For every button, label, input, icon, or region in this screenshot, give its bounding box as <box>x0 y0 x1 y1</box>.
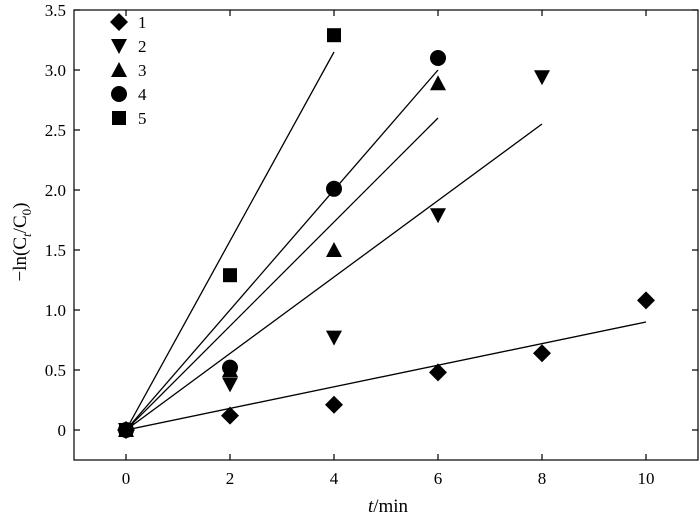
x-axis-title-var: t <box>368 496 374 517</box>
point-series-2 <box>326 330 342 346</box>
point-series-1 <box>533 344 551 363</box>
point-series-1 <box>637 291 655 310</box>
point-series-5 <box>327 28 341 43</box>
fit-line-series-3 <box>125 117 439 431</box>
legend-marker-1 <box>110 13 128 31</box>
y-axis-title-sub-0: 0 <box>19 209 34 216</box>
point-series-4 <box>430 50 446 66</box>
y-axis-title: −ln(Ct/C0) <box>10 203 34 282</box>
x-axis-title: t/min <box>368 496 409 517</box>
y-tick-label: 2.0 <box>45 181 66 200</box>
legend-marker-2 <box>111 39 127 54</box>
fit-lines <box>125 51 647 431</box>
data-points <box>117 28 655 439</box>
y-tick-label: 3.0 <box>45 61 66 80</box>
fit-line-series-1 <box>125 321 647 431</box>
point-series-4 <box>222 359 238 376</box>
point-series-3 <box>326 242 342 257</box>
y-axis-title-a: −ln(C <box>10 237 31 282</box>
fit-line-series-5 <box>125 51 335 431</box>
y-tick-label: 1.5 <box>45 241 66 260</box>
x-tick-label: 4 <box>330 469 339 488</box>
y-tick-label: 1.0 <box>45 301 66 320</box>
point-series-5 <box>223 268 237 283</box>
point-series-3 <box>430 75 446 91</box>
x-tick-label: 2 <box>226 469 235 488</box>
x-tick-label: 0 <box>122 469 131 488</box>
x-tick-label: 10 <box>638 469 655 488</box>
legend: 1 2 3 4 5 <box>110 13 147 128</box>
point-series-2 <box>534 70 550 86</box>
point-series-1 <box>221 406 239 425</box>
y-tick-label: 2.5 <box>45 121 66 140</box>
point-series-1 <box>325 395 343 414</box>
legend-label-4: 4 <box>138 85 147 104</box>
x-axis-title-unit: /min <box>373 496 408 517</box>
y-tick-label: 3.5 <box>45 1 66 20</box>
y-axis-title-sub-t: t <box>19 233 34 237</box>
axes: 0 2 4 6 8 10 0 0.5 1.0 1.5 2.0 2.5 3.0 3.5 <box>45 1 699 488</box>
legend-label-1: 1 <box>138 13 147 32</box>
fit-line-series-4 <box>125 69 439 431</box>
x-tick-label: 6 <box>434 469 443 488</box>
fit-line-series-2 <box>125 123 543 431</box>
y-axis-title-b: /C <box>10 215 31 233</box>
y-tick-label: 0.5 <box>45 361 66 380</box>
point-series-1 <box>429 363 447 382</box>
legend-marker-3 <box>111 62 127 77</box>
legend-label-2: 2 <box>138 37 147 56</box>
plot-frame <box>73 9 699 461</box>
legend-label-5: 5 <box>138 109 147 128</box>
point-series-2 <box>222 377 238 393</box>
legend-label-3: 3 <box>138 61 147 80</box>
y-axis-title-c: ) <box>10 203 31 209</box>
y-tick-label: 0 <box>58 421 67 440</box>
point-series-4 <box>326 180 342 197</box>
x-tick-label: 8 <box>538 469 547 488</box>
point-series-5 <box>119 423 133 437</box>
point-series-2 <box>430 208 446 224</box>
legend-marker-5 <box>112 111 126 125</box>
legend-marker-4 <box>111 86 127 102</box>
